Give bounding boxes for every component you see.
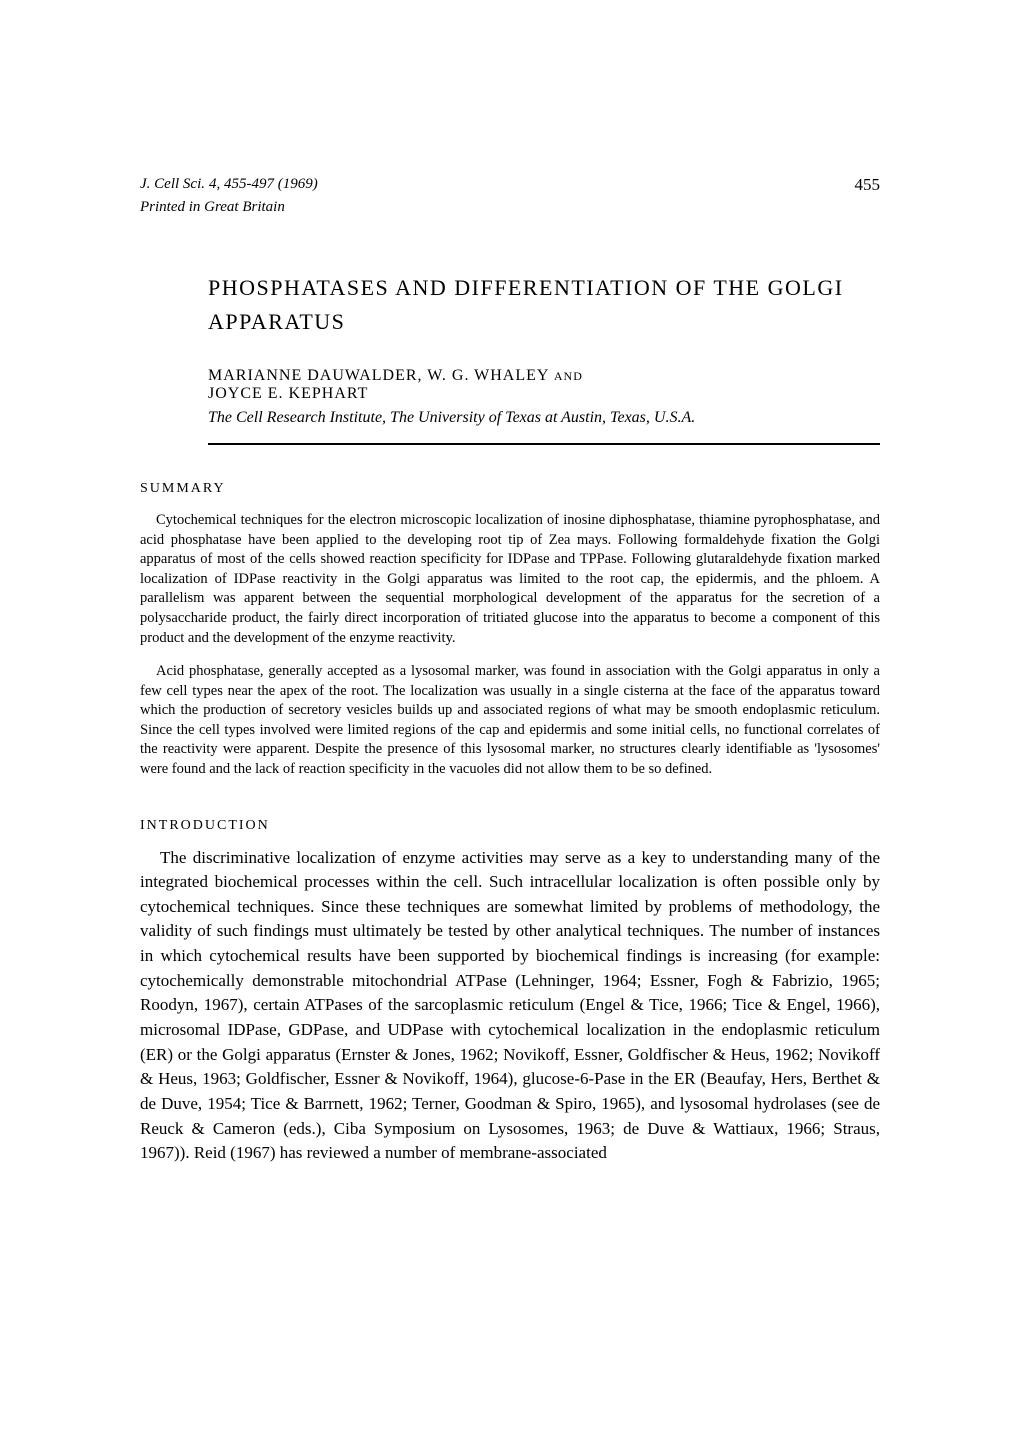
- title-block: PHOSPHATASES AND DIFFERENTIATION OF THE …: [208, 271, 880, 339]
- summary-heading: SUMMARY: [140, 481, 880, 497]
- summary-section: SUMMARY Cytochemical techniques for the …: [140, 481, 880, 779]
- introduction-para1: The discriminative localization of enzym…: [140, 846, 880, 1166]
- header-row: J. Cell Sci. 4, 455-497 (1969) 455: [140, 175, 880, 195]
- summary-para2: Acid phosphatase, generally accepted as …: [140, 662, 880, 779]
- journal-citation: J. Cell Sci. 4, 455-497 (1969): [140, 175, 318, 193]
- pages: 455-497 (1969): [224, 176, 318, 192]
- authors-and: AND: [554, 369, 583, 383]
- introduction-heading: INTRODUCTION: [140, 818, 880, 834]
- printed-in: Printed in Great Britain: [140, 199, 880, 216]
- divider-rule: [208, 443, 880, 445]
- authors-block: MARIANNE DAUWALDER, W. G. WHALEY AND JOY…: [208, 367, 880, 403]
- page-number: 455: [855, 175, 881, 195]
- article-title: PHOSPHATASES AND DIFFERENTIATION OF THE …: [208, 271, 880, 339]
- journal-name: J. Cell Sci.: [140, 176, 205, 192]
- authors-line2: JOYCE E. KEPHART: [208, 385, 880, 403]
- introduction-section: INTRODUCTION The discriminative localiza…: [140, 818, 880, 1166]
- summary-para1: Cytochemical techniques for the electron…: [140, 511, 880, 648]
- authors-line1: MARIANNE DAUWALDER, W. G. WHALEY: [208, 367, 549, 384]
- affiliation: The Cell Research Institute, The Univers…: [208, 409, 880, 427]
